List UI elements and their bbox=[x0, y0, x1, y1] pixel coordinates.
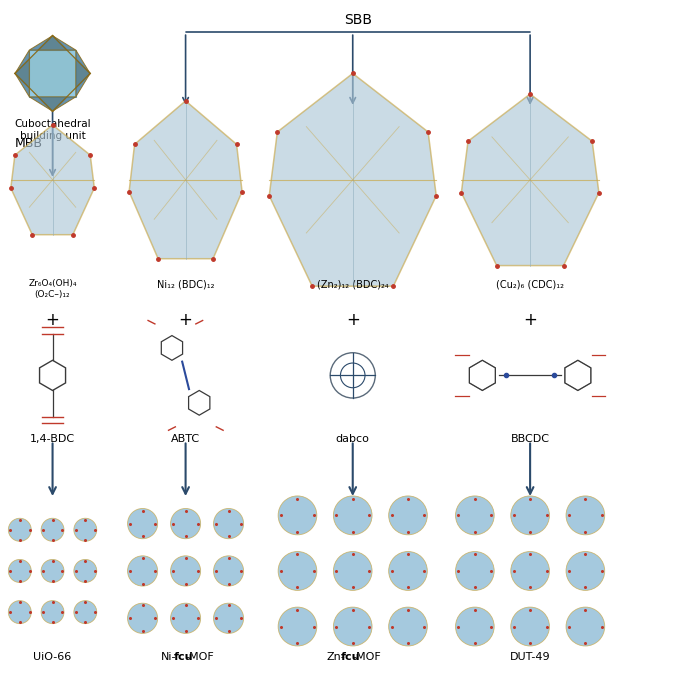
Circle shape bbox=[74, 559, 97, 582]
Text: dabco: dabco bbox=[336, 433, 370, 444]
Circle shape bbox=[511, 607, 549, 646]
Text: +: + bbox=[179, 311, 192, 329]
Polygon shape bbox=[15, 36, 90, 111]
Circle shape bbox=[388, 551, 427, 590]
Circle shape bbox=[127, 603, 158, 633]
Circle shape bbox=[171, 603, 201, 633]
Text: fcu: fcu bbox=[340, 652, 360, 661]
Polygon shape bbox=[76, 50, 90, 97]
Circle shape bbox=[214, 508, 244, 539]
Circle shape bbox=[127, 556, 158, 586]
Circle shape bbox=[456, 496, 494, 535]
Circle shape bbox=[8, 559, 32, 582]
Text: +: + bbox=[346, 311, 360, 329]
Circle shape bbox=[74, 518, 97, 542]
Text: MBB: MBB bbox=[14, 137, 42, 150]
Circle shape bbox=[456, 607, 494, 646]
Text: BBCDC: BBCDC bbox=[510, 433, 549, 444]
Circle shape bbox=[566, 607, 605, 646]
Circle shape bbox=[41, 559, 64, 582]
Text: -MOF: -MOF bbox=[186, 652, 214, 661]
Circle shape bbox=[334, 496, 372, 535]
Circle shape bbox=[388, 496, 427, 535]
Polygon shape bbox=[15, 50, 29, 97]
Polygon shape bbox=[29, 97, 76, 111]
Circle shape bbox=[334, 551, 372, 590]
Text: (Zn₂)₁₂ (BDC)₂₄: (Zn₂)₁₂ (BDC)₂₄ bbox=[317, 279, 388, 289]
Circle shape bbox=[566, 496, 605, 535]
Text: (Cu₂)₆ (CDC)₁₂: (Cu₂)₆ (CDC)₁₂ bbox=[496, 279, 564, 289]
Circle shape bbox=[278, 551, 317, 590]
Circle shape bbox=[511, 551, 549, 590]
Polygon shape bbox=[29, 36, 76, 50]
Polygon shape bbox=[269, 74, 436, 286]
Text: SBB: SBB bbox=[344, 13, 372, 27]
Circle shape bbox=[171, 556, 201, 586]
Polygon shape bbox=[461, 94, 599, 265]
Polygon shape bbox=[129, 101, 242, 259]
Text: Zn-: Zn- bbox=[327, 652, 345, 661]
Text: Ni-: Ni- bbox=[161, 652, 177, 661]
Polygon shape bbox=[11, 125, 95, 235]
Text: +: + bbox=[523, 311, 537, 329]
Text: Ni₁₂ (BDC)₁₂: Ni₁₂ (BDC)₁₂ bbox=[157, 279, 214, 289]
Circle shape bbox=[41, 601, 64, 624]
Circle shape bbox=[214, 603, 244, 633]
Text: +: + bbox=[46, 311, 60, 329]
Circle shape bbox=[8, 601, 32, 624]
Circle shape bbox=[566, 551, 605, 590]
Circle shape bbox=[214, 556, 244, 586]
Polygon shape bbox=[29, 50, 76, 97]
Circle shape bbox=[278, 496, 317, 535]
Text: ABTC: ABTC bbox=[171, 433, 200, 444]
Text: DUT-49: DUT-49 bbox=[510, 652, 551, 661]
Circle shape bbox=[171, 508, 201, 539]
Circle shape bbox=[511, 496, 549, 535]
Circle shape bbox=[388, 607, 427, 646]
Circle shape bbox=[456, 551, 494, 590]
Circle shape bbox=[334, 607, 372, 646]
Text: -MOF: -MOF bbox=[353, 652, 382, 661]
Text: 1,4-BDC: 1,4-BDC bbox=[30, 433, 75, 444]
Text: Cuboctahedral
building unit: Cuboctahedral building unit bbox=[14, 119, 91, 141]
Circle shape bbox=[8, 518, 32, 542]
Circle shape bbox=[41, 518, 64, 542]
Text: Zr₆O₄(OH)₄
(O₂C–)₁₂: Zr₆O₄(OH)₄ (O₂C–)₁₂ bbox=[28, 279, 77, 299]
Circle shape bbox=[278, 607, 317, 646]
Text: UiO-66: UiO-66 bbox=[34, 652, 72, 661]
Text: fcu: fcu bbox=[173, 652, 193, 661]
Circle shape bbox=[74, 601, 97, 624]
Circle shape bbox=[127, 508, 158, 539]
